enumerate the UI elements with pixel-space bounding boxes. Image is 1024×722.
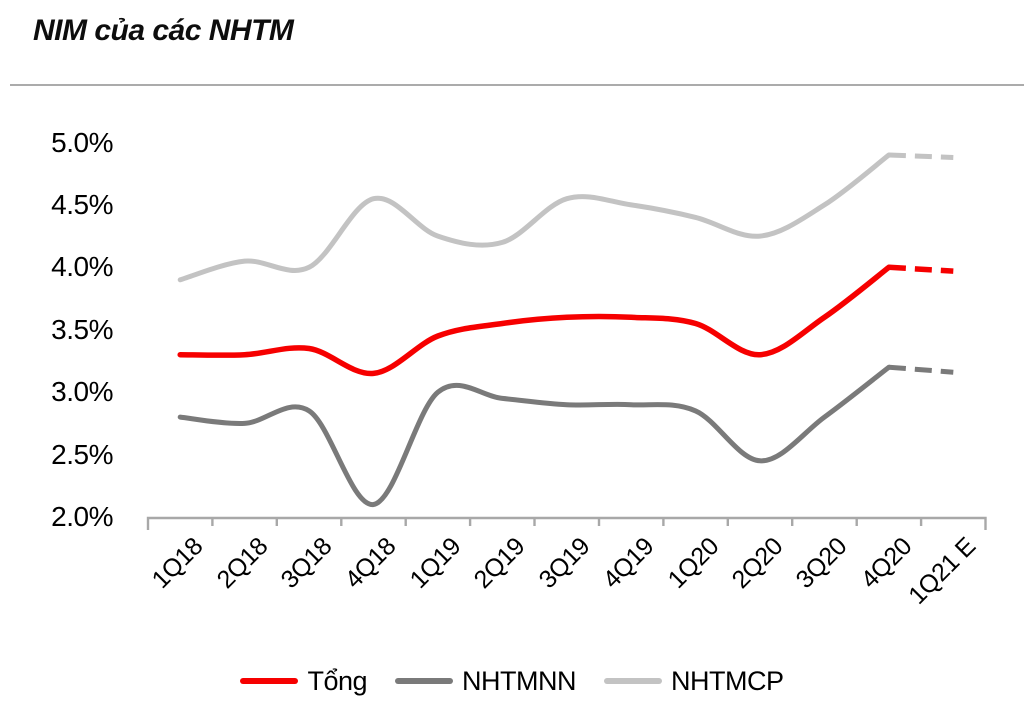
series-line-tong bbox=[177, 264, 892, 377]
legend-item-nhtmcp: NHTMCP bbox=[604, 664, 784, 698]
series-line-tong-forecast bbox=[888, 264, 954, 274]
legend-item-nhtmnn: NHTMNN bbox=[395, 664, 577, 698]
y-axis-label: 5.0% bbox=[51, 127, 113, 158]
legend-line-swatch-nhtmcp bbox=[604, 678, 663, 684]
x-axis bbox=[146, 516, 987, 530]
legend-label-nhtmnn: NHTMNN bbox=[462, 666, 577, 696]
y-axis-label: 2.5% bbox=[51, 439, 113, 470]
y-axis-label: 4.5% bbox=[51, 189, 113, 220]
y-axis-label: 4.0% bbox=[51, 251, 113, 282]
y-axis-label: 3.0% bbox=[51, 376, 113, 407]
legend-line-swatch-tong bbox=[240, 678, 299, 684]
legend-label-tong: Tổng bbox=[307, 666, 368, 696]
y-axis-label: 3.5% bbox=[51, 314, 113, 345]
legend: Tổng NHTMNN NHTMCP bbox=[0, 664, 1024, 698]
title-separator bbox=[10, 84, 1024, 86]
legend-line-swatch-nhtmnn bbox=[395, 678, 454, 684]
legend-label-nhtmcp: NHTMCP bbox=[671, 666, 784, 696]
chart-title: NIM của các NHTM bbox=[33, 14, 294, 47]
y-axis-label: 2.0% bbox=[51, 501, 113, 532]
series-line-nhtmnn-forecast bbox=[888, 364, 954, 375]
series-line-nhtmnn bbox=[177, 364, 892, 507]
series-line-nhtmcp bbox=[177, 152, 892, 283]
legend-item-tong: Tổng bbox=[240, 664, 368, 698]
series-line-nhtmcp-forecast bbox=[888, 152, 954, 160]
